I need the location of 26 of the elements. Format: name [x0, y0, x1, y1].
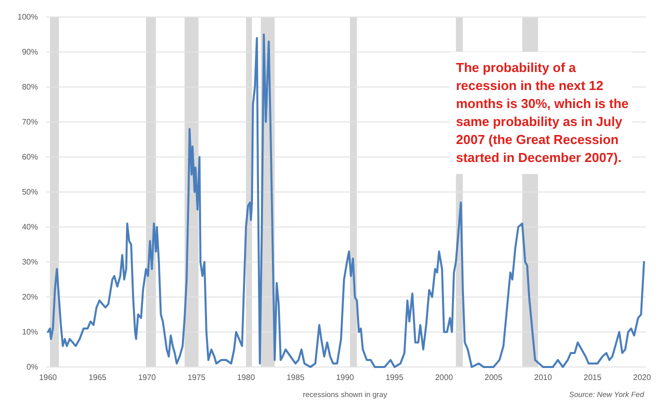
x-tick-label: 1980 [237, 373, 256, 382]
x-tick-label: 1990 [336, 373, 354, 382]
x-tick-label: 1965 [88, 373, 107, 382]
x-tick-label: 2005 [484, 373, 503, 382]
y-tick-label: 10% [22, 328, 38, 337]
annotation: The probability of a recession in the next 12 months is 30%, which is the same probability as in July 2007 (the Great Recession started in December 2007). [456, 60, 629, 165]
x-tick-label: 2010 [534, 373, 552, 382]
y-tick-label: 40% [22, 222, 38, 232]
line-series [46, 34, 646, 368]
y-tick-label: 0% [26, 362, 38, 372]
y-tick-label: 20% [22, 292, 38, 302]
y-tick-label: 60% [22, 152, 38, 162]
x-tick-label: 1975 [188, 373, 206, 382]
x-tick-label: 2000 [435, 373, 454, 382]
y-tick-label: 90% [22, 48, 38, 57]
y-tick-label: 70% [22, 118, 38, 127]
x-tick-label: 1995 [386, 373, 404, 382]
x-tick-label: 1985 [286, 373, 305, 382]
x-tick-label: 2015 [584, 373, 602, 382]
y-tick-label: 80% [22, 82, 38, 92]
x-tick-label: 1960 [39, 373, 58, 382]
x-tick-label: 2020 [633, 373, 652, 382]
y-tick-label: 100% [18, 12, 38, 22]
y-tick-label: 50% [22, 188, 38, 197]
y-tick-label: 30% [22, 258, 38, 267]
x-tick-label: 1970 [138, 373, 156, 382]
